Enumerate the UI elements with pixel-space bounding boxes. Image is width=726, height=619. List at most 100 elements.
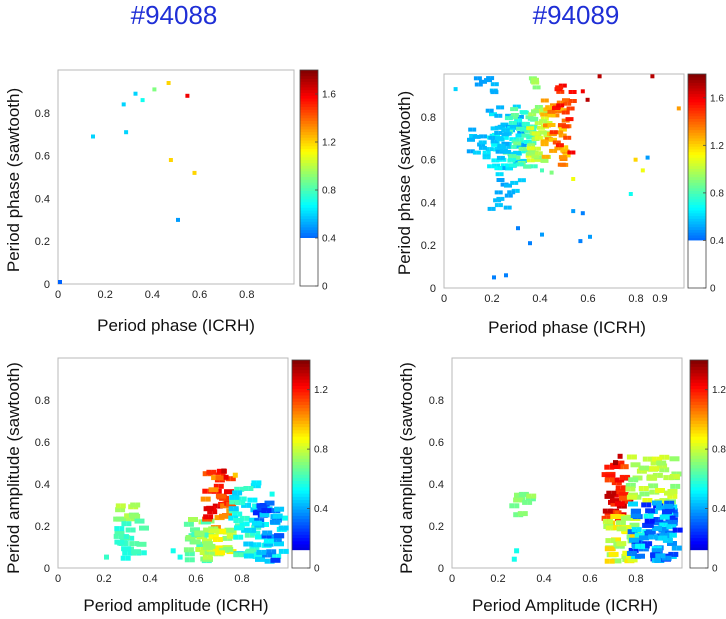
heatmap-cell	[560, 89, 565, 94]
colorbar-segment	[300, 182, 318, 186]
heatmap-cell	[498, 166, 503, 171]
colorbar-segment	[300, 226, 318, 231]
heatmap-cell	[531, 493, 537, 499]
colorbar-segment	[688, 237, 706, 242]
colorbar-segment	[690, 375, 708, 380]
heatmap-cell	[653, 483, 659, 489]
colorbar-segment	[292, 524, 310, 529]
heatmap-cell	[616, 526, 622, 532]
heatmap-cell	[558, 155, 563, 160]
heatmap-cell	[494, 113, 499, 118]
panel-phase-94089: 0 0.2 0.4 0.6 0.8 0.9 0 0.2 0.4 0.6 0.8 Period ph…	[395, 73, 724, 337]
heatmap-cell	[544, 158, 549, 163]
heatmap-cell	[499, 172, 504, 177]
heatmap-cell	[501, 143, 506, 148]
heatmap-cell	[638, 486, 644, 491]
heatmap-cell	[239, 486, 245, 492]
heatmap-cell	[615, 520, 621, 526]
colorbar-segment	[300, 154, 318, 158]
colorbar-segment	[300, 128, 318, 133]
heatmap-cell	[565, 110, 570, 115]
colorbar-segment	[688, 87, 706, 92]
heatmap-cell	[251, 524, 257, 530]
heatmap-cell	[534, 135, 539, 140]
heatmap-cell	[530, 158, 535, 163]
heatmap-cell	[136, 549, 141, 555]
heatmap-cell	[270, 557, 276, 563]
heatmap-cell	[508, 116, 513, 121]
heatmap-cell	[183, 521, 189, 527]
heatmap-cell	[533, 164, 538, 169]
heatmap-cell	[266, 508, 272, 514]
heatmap-cell	[644, 491, 650, 497]
heatmap-cell	[619, 477, 625, 483]
heatmap-cell	[614, 477, 620, 483]
panel-amplitude-94088: 0 0.2 0.4 0.6 0.8 0 0.2 0.4 0.6 0.8 Period ampli…	[4, 357, 328, 615]
heatmap-cell	[556, 106, 560, 111]
heatmap-cell	[497, 143, 502, 148]
heatmap-cell	[274, 506, 280, 512]
heatmap-cell	[515, 139, 520, 144]
heatmap-cell	[521, 149, 526, 154]
heatmap-cell	[251, 480, 257, 486]
heatmap-cell	[564, 148, 569, 153]
heatmap-cell	[514, 118, 519, 123]
heatmap-cell	[229, 494, 235, 500]
colorbar-tick-label: 0	[710, 284, 716, 295]
heatmap-cell	[560, 100, 565, 105]
heatmap-cells	[58, 81, 197, 284]
heatmap-cell	[627, 529, 633, 535]
heatmap-cell	[663, 475, 669, 481]
heatmap-cell	[221, 468, 227, 474]
colorbar-frame	[291, 359, 311, 569]
colorbar-tick-label: 0.4	[712, 504, 726, 515]
heatmap-cell	[121, 546, 127, 552]
heatmap-cell	[565, 117, 570, 122]
heatmap-cell	[223, 546, 229, 552]
heatmap-cell	[559, 143, 564, 148]
heatmap-cell	[651, 548, 657, 554]
heatmap-cell	[472, 127, 477, 132]
heatmap-cell	[659, 522, 665, 528]
heatmap-cell	[490, 90, 495, 95]
heatmap-cell	[226, 501, 232, 507]
heatmap-cell	[467, 137, 471, 142]
heatmap-cell	[264, 512, 270, 518]
heatmap-cell	[571, 150, 576, 155]
colorbar-segment	[690, 372, 708, 377]
heatmap-cells	[104, 468, 289, 564]
heatmap-cell	[615, 489, 621, 495]
heatmap-cell	[617, 453, 623, 459]
colorbar-segment	[688, 212, 706, 217]
heatmap-cell	[529, 164, 534, 169]
heatmap-cell	[555, 113, 560, 118]
heatmap-cell	[471, 137, 475, 142]
heatmap-cell	[547, 109, 552, 114]
heatmap-cell	[477, 76, 482, 81]
heatmap-cell	[649, 489, 655, 495]
heatmap-cell	[650, 74, 655, 79]
heatmap-cell	[494, 146, 499, 151]
heatmap-cell	[610, 514, 616, 519]
heatmap-cell	[543, 107, 548, 112]
heatmap-cell	[256, 503, 262, 509]
colorbar-segment	[300, 84, 318, 88]
heatmap-cell	[470, 149, 475, 154]
y-tick-labels: 0 0.2 0.4 0.6 0.8	[35, 395, 50, 575]
heatmap-cell	[534, 121, 539, 126]
colorbar-segment	[688, 184, 706, 189]
heatmap-cell	[655, 488, 660, 493]
heatmap-cell	[213, 487, 219, 493]
colorbar-segment	[688, 229, 706, 233]
x-tick-labels: 0 0.2 0.4 0.6 0.8	[55, 573, 250, 585]
heatmap-cell	[513, 141, 518, 146]
heatmap-cell	[276, 536, 282, 542]
heatmap-cell	[261, 503, 267, 509]
colorbar-segment	[690, 388, 708, 393]
y-tick-label: 0.8	[35, 395, 50, 407]
heatmap-cell	[248, 541, 254, 547]
x-tick-label: 0.8	[628, 293, 643, 305]
heatmap-cell	[512, 144, 517, 149]
heatmap-cell	[540, 158, 545, 163]
colorbar-segment	[292, 508, 310, 513]
